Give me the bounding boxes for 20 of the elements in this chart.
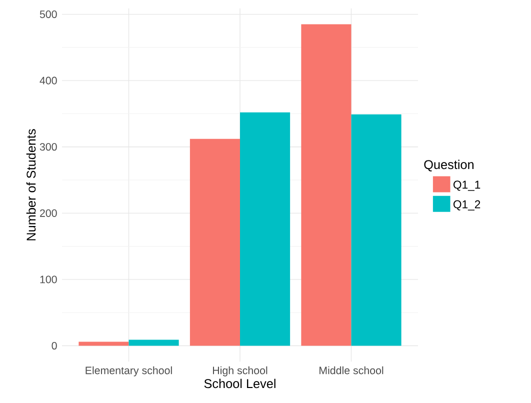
x-tick-label: Elementary school <box>86 366 172 376</box>
y-tick-label: 200 <box>40 209 57 217</box>
y-tick-label: 0 <box>52 342 57 350</box>
bar <box>240 112 290 346</box>
x-tick-label: Middle school <box>320 366 384 374</box>
bar <box>301 24 352 346</box>
bar <box>78 342 129 346</box>
bar <box>190 138 240 346</box>
y-axis-title: Number of Students <box>26 129 36 240</box>
legend-label: Q1_2 <box>453 200 480 210</box>
y-tick-label: 400 <box>40 76 57 84</box>
y-tick-label: 100 <box>40 276 57 284</box>
legend-title: Question <box>424 160 474 172</box>
x-axis-title: School Level <box>204 378 276 388</box>
x-tick-label: High school <box>213 366 268 376</box>
bar <box>128 340 179 346</box>
y-tick-label: 500 <box>40 10 57 18</box>
y-tick-label: 300 <box>40 143 57 151</box>
legend-label: Q1_1 <box>453 180 480 191</box>
bar <box>351 114 402 346</box>
